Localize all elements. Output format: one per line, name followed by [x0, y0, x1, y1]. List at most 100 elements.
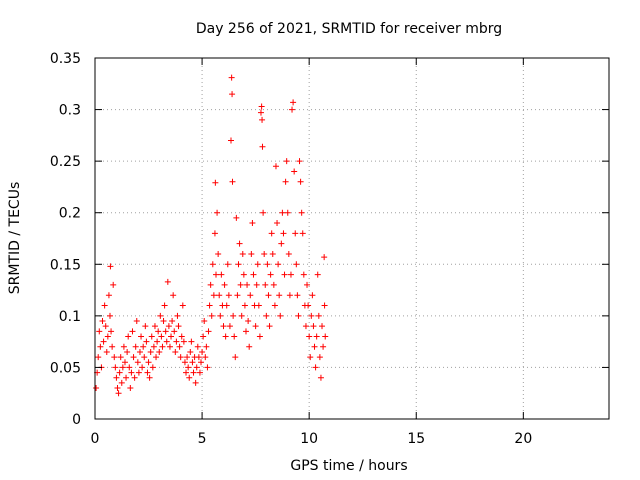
data-point [178, 333, 185, 340]
data-point [108, 328, 115, 335]
data-point [307, 354, 314, 361]
data-point [213, 271, 220, 278]
data-point [93, 385, 100, 392]
data-point [226, 323, 233, 330]
data-point [215, 250, 222, 257]
data-point [184, 354, 191, 361]
data-point [267, 271, 274, 278]
data-point [132, 343, 139, 350]
data-point [280, 230, 287, 237]
data-point [314, 271, 321, 278]
data-point [306, 333, 313, 340]
axis-tick-labels: 0 5 10 15 20 0 0.05 0.1 0.15 0.2 0.25 0.3 0.35 [50, 51, 532, 447]
data-point [125, 333, 132, 340]
data-point [203, 343, 210, 350]
data-point [255, 302, 262, 309]
data-point [103, 348, 110, 355]
data-point [176, 343, 183, 350]
data-point [192, 379, 199, 386]
data-point [214, 209, 221, 216]
data-point [284, 209, 291, 216]
data-point [154, 338, 161, 345]
data-point [139, 364, 146, 371]
data-point [265, 292, 272, 299]
data-point [140, 343, 147, 350]
axis-ticks [94, 57, 609, 420]
data-point [297, 178, 304, 185]
y-tick-label: 0.15 [50, 257, 81, 273]
data-point [166, 343, 173, 350]
data-point [123, 374, 130, 381]
data-point [252, 323, 259, 330]
data-point [138, 333, 145, 340]
data-point [157, 312, 164, 319]
data-point [141, 354, 148, 361]
data-point [289, 106, 296, 113]
data-point [296, 158, 303, 165]
data-point [118, 379, 125, 386]
data-point [147, 348, 154, 355]
data-point [144, 369, 151, 376]
data-point [206, 302, 213, 309]
data-point [232, 354, 239, 361]
data-point [196, 369, 203, 376]
data-point [250, 271, 257, 278]
data-point [269, 250, 276, 257]
data-point [107, 263, 114, 270]
chart-title: Day 256 of 2021, SRMTID for receiver mbr… [196, 21, 502, 37]
data-point [145, 359, 152, 366]
data-point [119, 364, 126, 371]
data-point [131, 374, 138, 381]
data-point [205, 328, 212, 335]
data-point [222, 333, 229, 340]
data-point [254, 261, 261, 268]
data-point [133, 318, 140, 325]
data-point [286, 292, 293, 299]
data-point [249, 220, 256, 227]
data-point [263, 312, 270, 319]
data-point [264, 261, 271, 268]
data-point [282, 178, 289, 185]
data-point [321, 254, 328, 261]
data-point [278, 240, 285, 247]
y-tick-label: 0.1 [59, 309, 81, 325]
data-point [151, 323, 158, 330]
data-point [244, 281, 251, 288]
data-point [201, 318, 208, 325]
grid-lines [95, 58, 609, 419]
data-point [293, 261, 300, 268]
data-point [188, 338, 195, 345]
data-point [256, 333, 263, 340]
data-point [298, 209, 305, 216]
data-point [112, 364, 119, 371]
data-point [310, 323, 317, 330]
data-point [195, 354, 202, 361]
data-point [130, 354, 137, 361]
data-point [287, 271, 294, 278]
data-point [153, 354, 160, 361]
data-point [253, 281, 260, 288]
data-point [189, 359, 196, 366]
data-point [169, 318, 176, 325]
data-point [237, 281, 244, 288]
data-point [260, 209, 267, 216]
data-point [319, 323, 326, 330]
data-point [231, 333, 238, 340]
y-tick-label: 0.05 [50, 360, 81, 376]
data-point [170, 292, 177, 299]
data-point [233, 214, 240, 221]
data-point [238, 312, 245, 319]
data-point [299, 230, 306, 237]
data-point [198, 359, 205, 366]
data-point [136, 348, 143, 355]
data-point [129, 328, 136, 335]
data-point [276, 292, 283, 299]
data-point [177, 354, 184, 361]
data-point [115, 390, 122, 397]
data-point [96, 328, 103, 335]
data-point [158, 333, 165, 340]
data-points [93, 74, 329, 397]
data-point [261, 250, 268, 257]
data-point [183, 369, 190, 376]
data-point [234, 292, 241, 299]
